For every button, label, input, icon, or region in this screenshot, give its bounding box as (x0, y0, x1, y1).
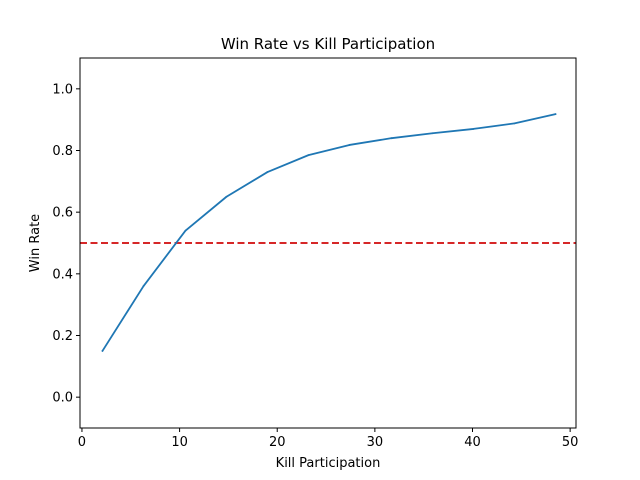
data-point (142, 285, 145, 288)
x-tick-label: 10 (171, 435, 188, 450)
x-axis: 0 10 20 30 40 50 (78, 428, 579, 450)
x-axis-label: Kill Participation (276, 456, 381, 471)
data-point (513, 122, 516, 125)
y-tick-label: 0.2 (52, 329, 73, 344)
y-axis: 0.0 0.2 0.4 0.6 0.8 1.0 (52, 82, 80, 406)
x-tick-label: 20 (269, 435, 286, 450)
data-point (101, 350, 104, 352)
x-tick-label: 40 (464, 435, 481, 450)
data-point (225, 195, 228, 198)
data-point (554, 113, 557, 116)
y-tick-label: 0.0 (52, 391, 73, 406)
data-point (184, 229, 187, 232)
data-point (472, 128, 475, 130)
data-point (390, 137, 393, 140)
y-axis-label: Win Rate (28, 214, 43, 272)
y-tick-label: 1.0 (52, 82, 73, 97)
x-tick-label: 50 (562, 435, 579, 450)
series-line (101, 113, 557, 352)
data-point (307, 154, 310, 157)
chart-title: Win Rate vs Kill Participation (221, 35, 435, 53)
data-point (348, 144, 351, 146)
x-tick-label: 30 (367, 435, 384, 450)
data-point (431, 132, 434, 135)
y-tick-label: 0.6 (52, 206, 73, 221)
plot-frame (79, 57, 577, 429)
y-tick-label: 0.8 (52, 144, 73, 159)
y-tick-label: 0.4 (52, 267, 73, 282)
data-point (266, 171, 269, 173)
x-tick-label: 0 (78, 435, 86, 450)
